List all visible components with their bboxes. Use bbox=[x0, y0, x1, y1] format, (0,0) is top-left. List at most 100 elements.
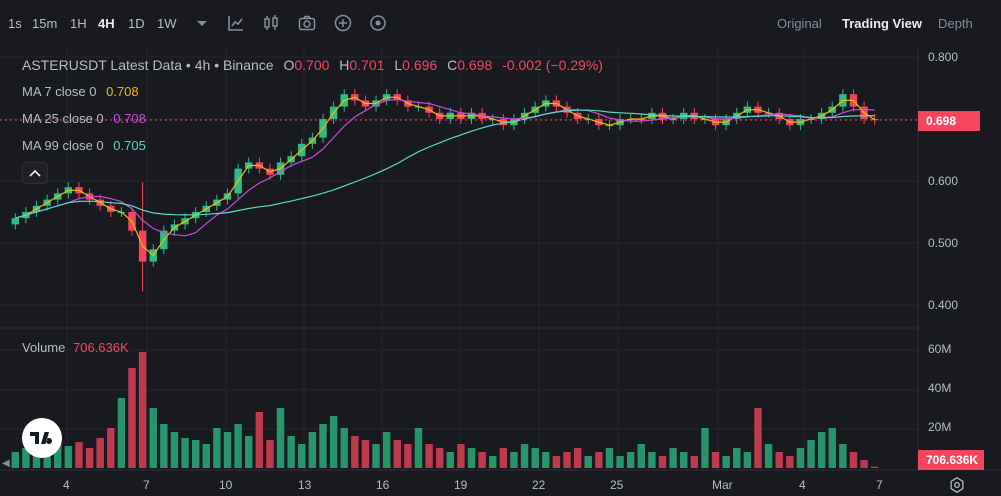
ma25-label: MA 25 close 0 bbox=[22, 111, 104, 126]
volume-value: 706.636K bbox=[73, 340, 129, 355]
volume-bar bbox=[563, 452, 571, 468]
ma7-label: MA 7 close 0 bbox=[22, 84, 97, 99]
volume-bar bbox=[308, 432, 317, 468]
volume-bar bbox=[648, 452, 656, 468]
low-label: L bbox=[394, 57, 403, 73]
interval-1w[interactable]: 1W bbox=[157, 16, 177, 31]
volume-bar bbox=[149, 408, 157, 468]
volume-bar bbox=[595, 452, 603, 468]
candle-body bbox=[11, 218, 20, 225]
close-value: 0.698 bbox=[457, 57, 493, 73]
volume-bar bbox=[117, 398, 126, 468]
tab-depth[interactable]: Depth bbox=[938, 16, 973, 31]
x-tick: 25 bbox=[610, 478, 624, 492]
interval-4h[interactable]: 4H bbox=[98, 16, 115, 31]
candle-settings-icon[interactable] bbox=[261, 13, 281, 33]
scroll-left-icon[interactable]: ◀ bbox=[2, 458, 10, 469]
interval-1s[interactable]: 1s bbox=[8, 16, 22, 31]
volume-bar bbox=[75, 442, 83, 468]
x-tick: 13 bbox=[298, 478, 312, 492]
volume-legend: Volume 706.636K bbox=[22, 340, 129, 355]
volume-bar bbox=[775, 452, 783, 468]
volume-bar bbox=[266, 440, 274, 468]
volume-bar bbox=[255, 412, 264, 468]
settings-circle-icon[interactable] bbox=[368, 13, 388, 33]
interval-1h[interactable]: 1H bbox=[70, 16, 87, 31]
legend-interval: 4h bbox=[194, 57, 211, 73]
volume-bar bbox=[404, 444, 412, 468]
volume-bar bbox=[637, 444, 645, 468]
collapse-legend-button[interactable] bbox=[22, 162, 48, 184]
ma99-legend[interactable]: MA 99 close 0 0.705 bbox=[22, 138, 146, 153]
volume-bar bbox=[552, 456, 561, 468]
last-volume-tag: 706.636K bbox=[918, 450, 984, 470]
volume-bar bbox=[287, 436, 295, 468]
x-tick: 4 bbox=[63, 478, 70, 492]
chevron-up-icon bbox=[29, 169, 41, 177]
tab-trading-view[interactable]: Trading View bbox=[842, 16, 922, 31]
ma25-value: 0.708 bbox=[113, 111, 146, 126]
symbol-name: ASTERUSDT Latest Data bbox=[22, 57, 183, 73]
ma7-legend[interactable]: MA 7 close 0 0.708 bbox=[22, 84, 139, 99]
volume-bar bbox=[85, 448, 94, 468]
volume-bar bbox=[457, 444, 465, 468]
volume-bar bbox=[489, 456, 497, 468]
interval-15m[interactable]: 15m bbox=[32, 16, 58, 31]
indicator-icon[interactable] bbox=[226, 13, 246, 33]
volume-bar bbox=[786, 456, 794, 468]
volume-bar bbox=[276, 408, 285, 468]
x-tick: 10 bbox=[219, 478, 233, 492]
tradingview-logo[interactable] bbox=[22, 418, 62, 458]
chart-toolbar: 1s 15m 1H 4H 1D 1W Original Trading View… bbox=[0, 0, 1001, 46]
volume-bar bbox=[329, 416, 338, 468]
volume-bar bbox=[605, 448, 614, 468]
volume-bar bbox=[96, 438, 104, 468]
price-chart[interactable] bbox=[0, 46, 1001, 496]
volume-bar bbox=[817, 432, 826, 468]
chart-settings-icon[interactable] bbox=[948, 476, 966, 494]
interval-1d[interactable]: 1D bbox=[128, 16, 145, 31]
volume-bar bbox=[319, 424, 327, 468]
candle-body bbox=[870, 119, 879, 121]
x-tick: 7 bbox=[143, 478, 150, 492]
volume-bar bbox=[160, 424, 168, 468]
x-tick: Mar bbox=[712, 478, 733, 492]
tab-original[interactable]: Original bbox=[777, 16, 822, 31]
volume-label: Volume bbox=[22, 340, 66, 355]
volume-bar bbox=[382, 432, 391, 468]
volume-bar bbox=[680, 452, 688, 468]
volume-bar bbox=[245, 436, 253, 468]
volume-bar bbox=[340, 428, 348, 468]
volume-bar bbox=[467, 448, 476, 468]
chart-grid bbox=[0, 46, 918, 470]
volume-bar bbox=[510, 452, 518, 468]
ma25-legend[interactable]: MA 25 close 0 0.708 bbox=[22, 111, 146, 126]
volume-bar bbox=[361, 440, 370, 468]
volume-bar bbox=[435, 448, 444, 468]
volume-bar bbox=[107, 428, 115, 468]
tradingview-logo-icon bbox=[30, 432, 53, 444]
open-label: O bbox=[283, 57, 295, 73]
volume-bar bbox=[754, 408, 762, 468]
open-value: 0.700 bbox=[294, 57, 330, 73]
volume-bar bbox=[425, 444, 433, 468]
ma99-line bbox=[15, 109, 875, 219]
volume-bar bbox=[54, 440, 62, 468]
volume-bar bbox=[234, 424, 242, 468]
low-value: 0.696 bbox=[402, 57, 438, 73]
high-label: H bbox=[339, 57, 350, 73]
volume-bar bbox=[828, 428, 836, 468]
volume-bar bbox=[478, 452, 486, 468]
last-price-tag: 0.698 bbox=[918, 111, 980, 131]
volume-bar bbox=[860, 460, 868, 468]
volume-bar bbox=[796, 448, 805, 468]
volume-bar bbox=[128, 368, 136, 468]
vol-tick: 20M bbox=[928, 420, 952, 434]
chevron-down-icon[interactable] bbox=[192, 13, 212, 33]
volume-bar bbox=[722, 456, 730, 468]
volume-bar bbox=[807, 440, 815, 468]
add-icon[interactable] bbox=[333, 13, 353, 33]
camera-icon[interactable] bbox=[297, 13, 317, 33]
close-label: C bbox=[447, 57, 458, 73]
legend-exchange: Binance bbox=[222, 57, 274, 73]
